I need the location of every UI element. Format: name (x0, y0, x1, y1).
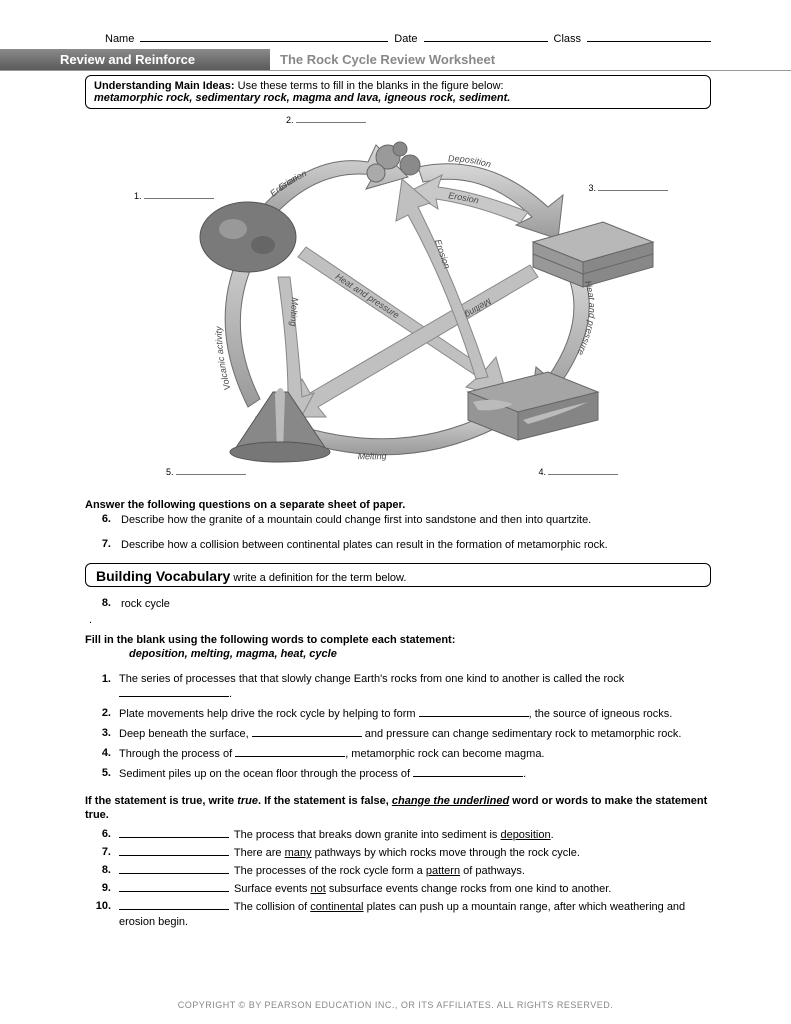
fill-blank-list: 1. The series of processes that that slo… (97, 672, 711, 782)
diagram-blank-2[interactable] (296, 115, 366, 123)
fill-blank-heading: Fill in the blank using the following wo… (85, 634, 711, 646)
true-false-list: 6. The process that breaks down granite … (93, 827, 711, 929)
tf-item-9: 9. Surface events not subsurface events … (93, 881, 711, 897)
tf-item-7: 7. There are many pathways by which rock… (93, 845, 711, 861)
diagram-label-4: 4. (538, 467, 618, 477)
fill-item-4: 4. Through the process of , metamorphic … (97, 746, 711, 762)
tf-item-8: 8. The processes of the rock cycle form … (93, 863, 711, 879)
question-list-1: 6. Describe how the granite of a mountai… (97, 513, 711, 553)
diagram-label-1: 1. (134, 191, 214, 201)
q6-text: Describe how the granite of a mountain c… (121, 513, 711, 528)
diagram-label-3: 3. (588, 183, 668, 193)
diagram-container: 1. 2. 3. 4. 5. (85, 117, 711, 487)
q8-text: rock cycle (121, 597, 711, 612)
q7-text: Describe how a collision between contine… (121, 538, 711, 553)
word-bank: deposition, melting, magma, heat, cycle (129, 648, 711, 660)
svg-text:Melting: Melting (288, 297, 300, 327)
q8-period: . (89, 614, 711, 626)
tf-blank-10[interactable] (119, 899, 229, 910)
rock-cycle-svg: Erosion Erosion Deposition Heat and pres… (138, 117, 658, 487)
instructions-terms: metamorphic rock, sedimentary rock, magm… (94, 92, 510, 104)
fill-blank-5[interactable] (413, 766, 523, 777)
worksheet-page: Name Date Class Review and Reinforce The… (0, 0, 791, 1024)
tf-blank-8[interactable] (119, 863, 229, 874)
fill-item-3: 3. Deep beneath the surface, and pressur… (97, 726, 711, 742)
tf-blank-9[interactable] (119, 881, 229, 892)
diagram-blank-4[interactable] (548, 467, 618, 475)
bar-subtitle: The Rock Cycle Review Worksheet (270, 52, 495, 67)
fill-blank-4[interactable] (235, 746, 345, 757)
question-8: 8. rock cycle (97, 597, 711, 612)
diagram-blank-3[interactable] (598, 183, 668, 191)
true-false-heading: If the statement is true, write true. If… (85, 794, 711, 824)
instructions-lead: Understanding Main Ideas: (94, 80, 235, 92)
date-label: Date (394, 33, 417, 45)
svg-text:Heat and pressure: Heat and pressure (334, 271, 402, 320)
rock-cycle-diagram: 1. 2. 3. 4. 5. (138, 117, 658, 487)
class-label: Class (554, 33, 582, 45)
copyright-footer: COPYRIGHT © BY PEARSON EDUCATION INC., O… (0, 1000, 791, 1010)
fill-item-2: 2. Plate movements help drive the rock c… (97, 706, 711, 722)
vocab-question-list: 8. rock cycle (97, 597, 711, 612)
bar-left-label: Review and Reinforce (0, 49, 270, 70)
header-fields: Name Date Class (0, 0, 791, 49)
q7-number: 7. (97, 538, 111, 553)
diagram-label-5: 5. (166, 467, 246, 477)
name-blank[interactable] (140, 30, 388, 42)
instructions-body: Use these terms to fill in the blanks in… (235, 80, 504, 92)
content-area: Understanding Main Ideas: Use these term… (0, 71, 791, 929)
diagram-blank-5[interactable] (176, 467, 246, 475)
diagram-blank-1[interactable] (144, 191, 214, 199)
fill-blank-1[interactable] (119, 686, 229, 697)
title-bar: Review and Reinforce The Rock Cycle Revi… (0, 49, 791, 71)
vocabulary-box: Building Vocabulary write a definition f… (85, 563, 711, 587)
answer-section-heading: Answer the following questions on a sepa… (85, 499, 711, 511)
q8-number: 8. (97, 597, 111, 612)
q6-number: 6. (97, 513, 111, 528)
question-6: 6. Describe how the granite of a mountai… (97, 513, 711, 528)
tf-blank-6[interactable] (119, 827, 229, 838)
class-blank[interactable] (587, 30, 711, 42)
instructions-box: Understanding Main Ideas: Use these term… (85, 75, 711, 109)
diagram-label-2: 2. (286, 115, 366, 125)
tf-item-10: 10. The collision of continental plates … (93, 899, 711, 930)
fill-item-5: 5. Sediment piles up on the ocean floor … (97, 766, 711, 782)
svg-text:Melting: Melting (358, 451, 387, 461)
name-label: Name (105, 33, 134, 45)
fill-blank-2[interactable] (419, 706, 529, 717)
fill-blank-3[interactable] (252, 726, 362, 737)
vocab-subtitle: write a definition for the term below. (233, 572, 406, 584)
tf-blank-7[interactable] (119, 845, 229, 856)
fill-item-1: 1. The series of processes that that slo… (97, 672, 711, 703)
vocab-title: Building Vocabulary (96, 568, 230, 584)
tf-item-6: 6. The process that breaks down granite … (93, 827, 711, 843)
question-7: 7. Describe how a collision between cont… (97, 538, 711, 553)
date-blank[interactable] (424, 30, 548, 42)
